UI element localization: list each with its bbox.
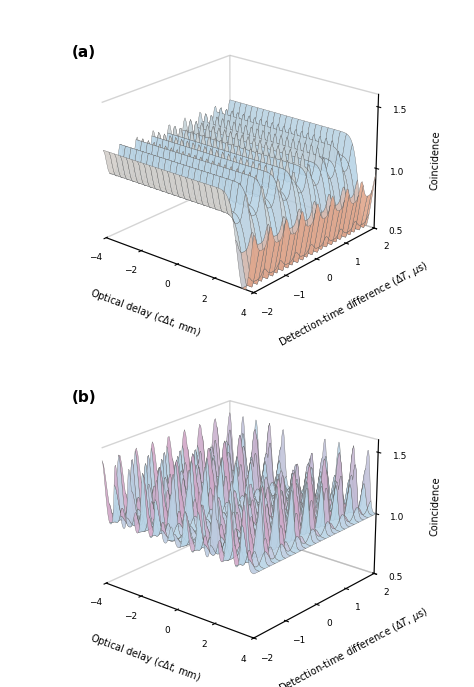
Text: (a): (a) — [72, 45, 96, 60]
Y-axis label: Detection-time difference ($\Delta T$, $\mu$s): Detection-time difference ($\Delta T$, $… — [277, 604, 431, 687]
X-axis label: Optical delay ($c\Delta t$, mm): Optical delay ($c\Delta t$, mm) — [88, 631, 203, 685]
Text: (b): (b) — [72, 390, 96, 405]
X-axis label: Optical delay ($c\Delta t$, mm): Optical delay ($c\Delta t$, mm) — [88, 286, 203, 339]
Y-axis label: Detection-time difference ($\Delta T$, $\mu$s): Detection-time difference ($\Delta T$, $… — [277, 259, 431, 350]
